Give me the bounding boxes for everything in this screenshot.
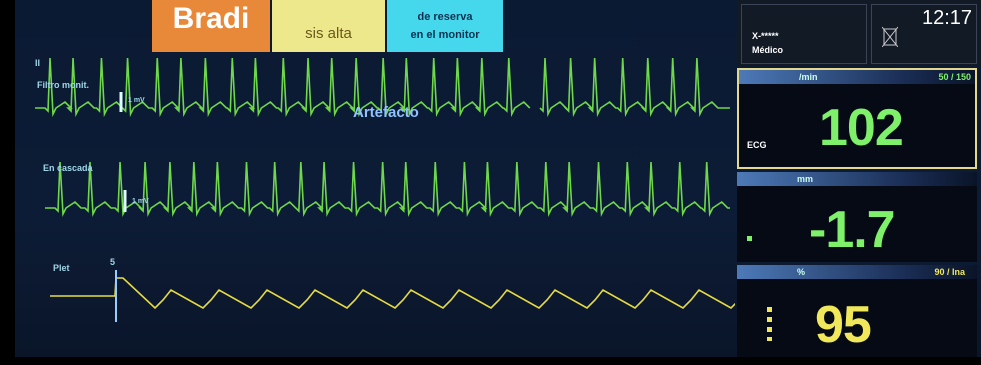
- unit: /min: [799, 72, 818, 82]
- param-value: -1.7: [809, 200, 895, 260]
- param-label: ECG: [747, 140, 767, 150]
- scale-label: 5: [110, 257, 115, 267]
- alarm-text: en el monitor: [410, 29, 479, 41]
- alarm-text: de reserva: [417, 11, 472, 23]
- wave-label: Plet: [53, 263, 70, 273]
- mute-icon: [882, 25, 898, 47]
- limits: 50 / 150: [938, 72, 971, 82]
- unit: %: [797, 267, 805, 277]
- page: Bradi sis alta de reserva en el monitor …: [0, 0, 981, 365]
- waveform-area: [15, 0, 735, 357]
- spo2-panel[interactable]: % 90 / Ina 95: [737, 265, 977, 357]
- patient-name: X-*****: [752, 31, 779, 41]
- st-panel[interactable]: mm -1.7: [737, 172, 977, 262]
- alarm-banner[interactable]: sis alta: [272, 0, 385, 52]
- filter-label: Filtro monit.: [37, 80, 89, 90]
- perfusion-bar: [767, 307, 772, 341]
- clock-box: 12:17: [871, 4, 977, 64]
- pleth-waveform: [50, 278, 735, 308]
- limits: 90 / Ina: [934, 267, 965, 277]
- alarm-banner[interactable]: Bradi: [152, 0, 270, 52]
- unit: mm: [797, 174, 813, 184]
- ecg-waveform: [45, 162, 730, 214]
- panel-header: % 90 / Ina: [737, 265, 977, 279]
- alarm-banner[interactable]: de reserva en el monitor: [387, 0, 503, 52]
- patient-role: Médico: [752, 45, 783, 55]
- param-value: 95: [815, 295, 871, 355]
- clock: 12:17: [922, 7, 972, 30]
- panel-header: /min 50 / 150: [739, 70, 975, 84]
- panel-header: mm: [737, 172, 977, 186]
- lead-label: II: [35, 58, 40, 68]
- monitor-screen: Bradi sis alta de reserva en el monitor …: [15, 0, 981, 357]
- header-area: X-***** Médico 12:17: [737, 0, 981, 66]
- scale-label: 1 mV: [128, 97, 145, 104]
- artifact-label: Artefacto: [353, 104, 419, 121]
- param-value: 102: [819, 98, 903, 158]
- scale-label: 1 mV: [132, 198, 149, 205]
- hr-panel[interactable]: /min 50 / 150 ECG 102: [737, 68, 977, 169]
- alarm-text: Bradi: [173, 2, 250, 36]
- wave-label: En cascada: [43, 163, 93, 173]
- patient-box[interactable]: X-***** Médico: [741, 4, 867, 64]
- indicator: [747, 236, 752, 241]
- alarm-text: sis alta: [305, 25, 352, 42]
